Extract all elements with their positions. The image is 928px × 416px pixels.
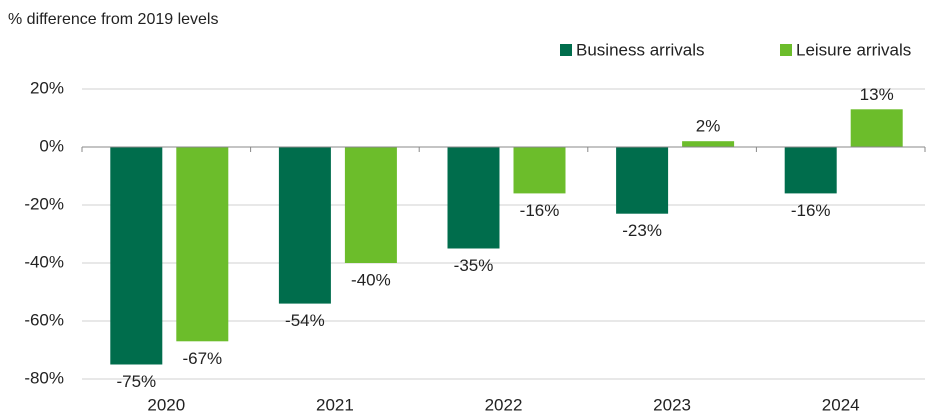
x-tick-label: 2020 [147, 395, 185, 414]
x-tick-label: 2022 [485, 395, 523, 414]
y-tick-label: 20% [30, 78, 64, 97]
legend-label: Business arrivals [576, 40, 705, 59]
y-tick-label: 0% [39, 136, 64, 155]
bar [850, 109, 903, 147]
bar [784, 147, 837, 194]
bar [110, 147, 163, 365]
y-tick-label: -60% [24, 310, 64, 329]
bar [682, 141, 735, 147]
bar [176, 147, 229, 342]
y-tick-label: -20% [24, 194, 64, 213]
bar [278, 147, 331, 304]
data-label: 2% [696, 117, 721, 136]
y-tick-label: -80% [24, 368, 64, 387]
x-tick-label: 2023 [653, 395, 691, 414]
data-label: -35% [454, 256, 494, 275]
legend-label: Leisure arrivals [796, 40, 911, 59]
bar [447, 147, 500, 249]
data-label: -75% [116, 372, 156, 391]
bar [616, 147, 669, 214]
data-label: -16% [520, 201, 560, 220]
data-label: -40% [351, 270, 391, 289]
data-label: -23% [622, 221, 662, 240]
y-tick-label: -40% [24, 252, 64, 271]
legend-swatch [560, 44, 572, 56]
data-label: -54% [285, 311, 325, 330]
data-label: -16% [791, 201, 831, 220]
chart-title: % difference from 2019 levels [8, 11, 218, 28]
x-tick-label: 2021 [316, 395, 354, 414]
bar [344, 147, 397, 263]
x-tick-label: 2024 [822, 395, 860, 414]
data-label: 13% [860, 85, 894, 104]
data-label: -67% [182, 349, 222, 368]
legend-swatch [780, 44, 792, 56]
bar [513, 147, 566, 194]
